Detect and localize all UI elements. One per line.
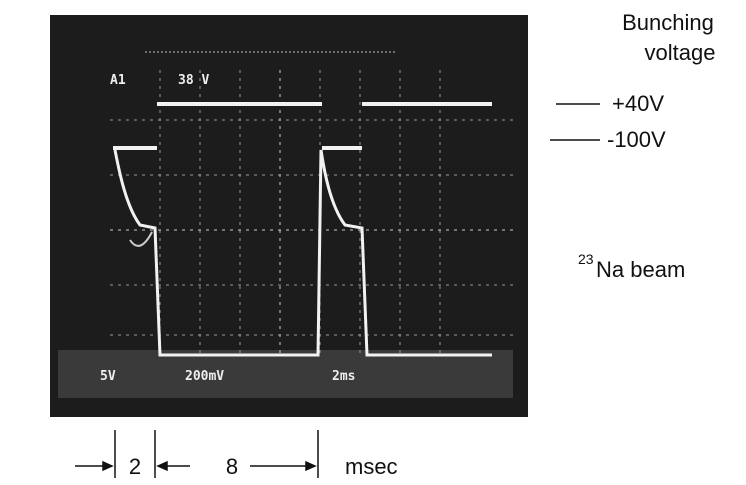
unit: msec [345, 454, 398, 479]
title-line: voltage [645, 40, 716, 65]
high-level: +40V [612, 91, 664, 116]
interval: 2 [129, 454, 141, 479]
beam-mass: 23 [578, 251, 594, 267]
scale-mid: 200mV [185, 369, 224, 384]
figure: A1 38 V 5V 200mV 2ms Bunching voltage +4… [0, 0, 746, 485]
readout-bar [58, 350, 513, 398]
timing-marks [75, 430, 318, 478]
level: 38 V [178, 73, 209, 88]
channel: A1 [110, 73, 126, 88]
low-level: -100V [607, 127, 666, 152]
interval: 8 [226, 454, 238, 479]
beam-name: Na beam [596, 257, 685, 282]
timebase: 2ms [332, 369, 355, 384]
scale-left: 5V [100, 369, 116, 384]
title-line: Bunching [622, 10, 714, 35]
